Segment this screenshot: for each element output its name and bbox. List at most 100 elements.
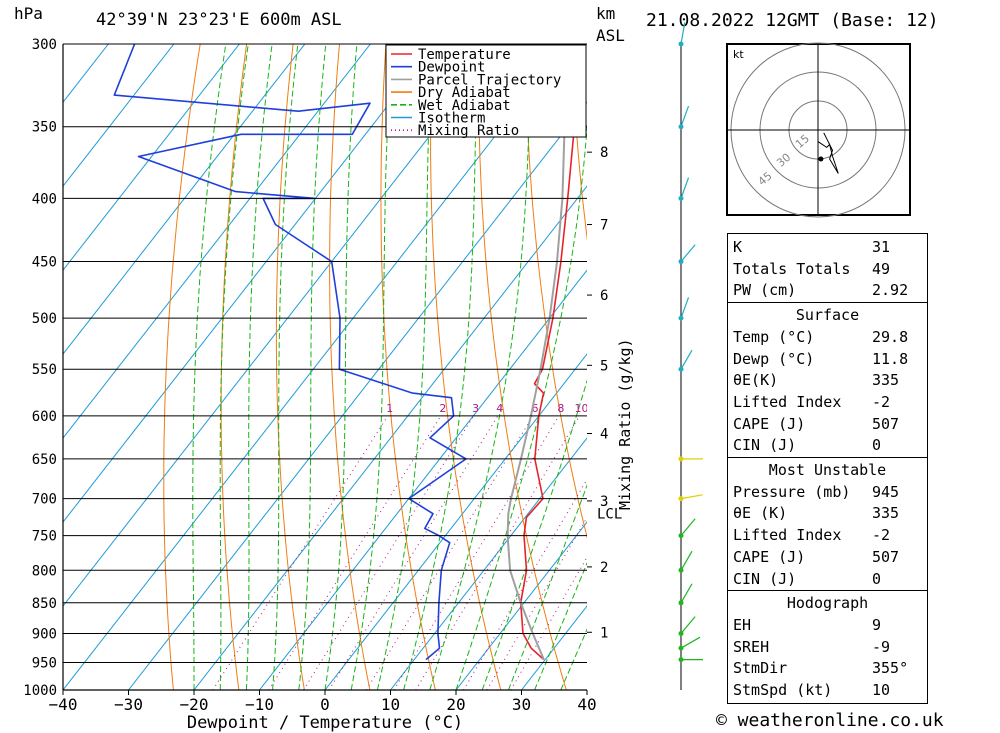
isotherm-line (193, 185, 587, 690)
pressure-tick-label: 1000 (23, 683, 57, 699)
dry-adiabat-line (571, 44, 587, 242)
isotherm-line (63, 44, 175, 187)
mixing-ratio-tick-label: 3 (472, 402, 479, 415)
isotherm-line (63, 44, 240, 271)
index-value: 2.92 (872, 281, 909, 300)
dry-adiabat-line (989, 44, 1000, 690)
wet-adiabat-line (376, 44, 433, 690)
wind-barb (680, 518, 696, 537)
pressure-tick-label: 950 (32, 655, 57, 671)
index-value: 9 (872, 615, 882, 634)
pressure-tick-label: 400 (32, 191, 57, 207)
index-value: 335 (872, 371, 900, 390)
km-tick-label: 3 (600, 494, 608, 510)
wind-point (678, 366, 684, 372)
mixing-ratio-tick-label: 2 (439, 402, 446, 415)
wind-point (678, 533, 684, 539)
mixing-ratio-line (328, 415, 499, 690)
indices-panel: K 31 Totals Totals 49 PW (cm) 2.92 Surface Temp… (727, 233, 928, 704)
pressure-tick-label: 300 (32, 37, 57, 53)
mixing-ratio-tick-label: 1 (386, 402, 393, 415)
wet-adiabat-line (245, 44, 273, 690)
index-name: Temp (°C) (733, 327, 815, 346)
km-tick-label: 1 (600, 625, 608, 641)
index-value: 10 (872, 681, 891, 699)
indices-row: Lifted Index -2 (728, 391, 927, 412)
index-name: StmDir (733, 659, 788, 678)
section-title: Surface (795, 306, 860, 325)
hodograph-trace (817, 132, 839, 174)
wind-barb (680, 177, 690, 199)
wind-point (678, 456, 684, 462)
index-value: 945 (872, 482, 900, 501)
wind-barb (680, 349, 693, 370)
index-name: StmSpd (kt) (733, 681, 833, 699)
wet-adiabat-line (350, 44, 393, 690)
pressure-tick-label: 800 (32, 563, 57, 579)
mixing-ratio-line (365, 415, 534, 690)
isotherm-line (63, 44, 568, 690)
wind-point (678, 496, 684, 502)
asl-label: ASL (596, 26, 625, 45)
mixing-ratio-tick-label: 4 (496, 402, 503, 415)
index-name: PW (cm) (733, 281, 797, 300)
x-tick-label: −30 (114, 695, 143, 714)
dry-adiabat-line (275, 44, 305, 690)
index-name: CAPE (J) (733, 414, 806, 433)
wind-barb (680, 105, 690, 127)
wet-adiabat-line (272, 44, 299, 690)
index-name: θE(K) (733, 371, 779, 390)
pressure-tick-label: 550 (32, 362, 57, 378)
km-tick-label: 5 (600, 358, 608, 374)
wind-point (678, 41, 684, 47)
index-name: EH (733, 615, 752, 634)
mixing-ratio-line (393, 415, 560, 690)
index-value: -2 (872, 526, 891, 545)
index-name: Lifted Index (733, 526, 842, 545)
km-tick-label: 4 (600, 427, 608, 443)
isotherm-line (455, 521, 587, 690)
index-value: -2 (872, 392, 891, 411)
footer-credit[interactable]: © weatheronline.co.uk (716, 710, 944, 731)
km-tick-label: 6 (600, 288, 608, 304)
dewpoint-profile (113, 44, 467, 661)
index-value: 31 (872, 238, 891, 256)
mixing-ratio-tick-label: 6 (532, 402, 539, 415)
legend-box (385, 44, 587, 138)
dry-adiabat-line (380, 44, 436, 690)
legend-label: Parcel Trajectory (418, 72, 561, 88)
index-name: CIN (J) (733, 569, 797, 588)
indices-row: StmDir 355° (728, 657, 927, 678)
indices-section-title: Most Unstable (728, 459, 927, 480)
pressure-tick-label: 600 (32, 409, 57, 425)
isotherm-line (63, 44, 437, 523)
legend-label: Mixing Ratio (418, 123, 519, 139)
mixing-ratio-tick-label: 10 (575, 402, 589, 415)
x-tick-label: −10 (245, 695, 274, 714)
indices-row: Dewp (°C) 11.8 (728, 348, 927, 369)
km-tick-label: 8 (600, 145, 608, 161)
pressure-tick-label: 500 (32, 311, 57, 327)
wind-barb (680, 583, 693, 604)
wind-point (678, 630, 684, 636)
km-tick-label: 7 (600, 218, 608, 234)
index-value: 49 (872, 259, 891, 278)
indices-row: K 31 (728, 236, 927, 257)
x-tick-label: −20 (180, 695, 209, 714)
indices-row: θE (K) 335 (728, 502, 927, 523)
mixing-ratio-tick-label: 20 (641, 402, 655, 415)
temperature-profile (519, 44, 585, 661)
indices-row: θE(K) 335 (728, 369, 927, 390)
pressure-tick-label: 900 (32, 626, 57, 642)
mixing-ratio-axis-label: Mixing Ratio (g/kg) (616, 338, 634, 510)
x-tick-label: 10 (381, 695, 400, 714)
wet-adiabat-line (455, 122, 587, 690)
dry-adiabat-line (163, 44, 201, 690)
indices-row: CAPE (J) 507 (728, 413, 927, 434)
isotherm-line (390, 437, 587, 690)
isotherm-line (324, 353, 587, 690)
index-name: Totals Totals (733, 259, 851, 278)
location-title: 42°39'N 23°23'E 600m ASL (96, 10, 342, 30)
index-name: K (733, 238, 743, 256)
